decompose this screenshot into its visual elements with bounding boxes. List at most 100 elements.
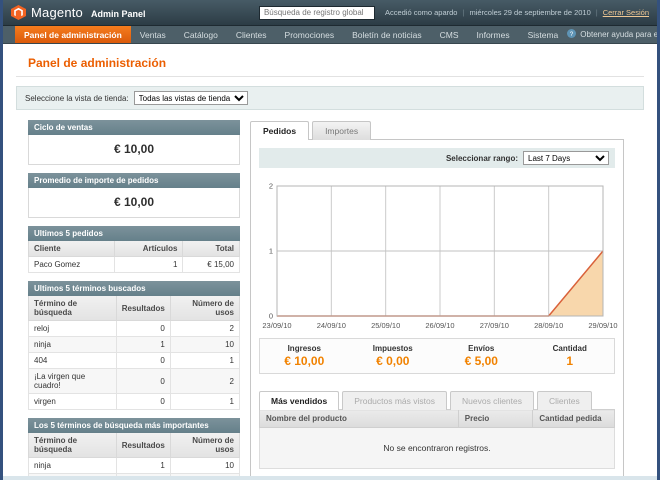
last-orders-title: Ultimos 5 pedidos — [28, 226, 240, 241]
store-switcher-bar: Seleccione la vista de tienda: Todas las… — [16, 86, 644, 110]
separator: | — [595, 8, 598, 17]
logo-subtitle: Admin Panel — [91, 8, 146, 19]
nav-item[interactable]: Sistema — [527, 29, 559, 40]
total-value: € 5,00 — [464, 354, 498, 368]
range-bar: Seleccionar rango: Last 7 Days — [259, 148, 615, 168]
column-header[interactable]: Número de usos — [169, 433, 241, 458]
svg-text:1: 1 — [269, 247, 273, 256]
nav-item[interactable]: Panel de administración — [15, 26, 131, 43]
header-user-area: Accedió como apardo | miércoles 29 de se… — [385, 8, 649, 17]
column-header[interactable]: Cliente — [28, 241, 115, 257]
table-cell: € 15,00 — [182, 256, 240, 273]
table-row: 404 0 1 — [28, 352, 241, 369]
table-cell: 1 — [169, 393, 241, 410]
table-cell: 10 — [169, 457, 241, 474]
totals-row: Ingresos € 10,00 Impuestos € 0,00 Envíos € 5,… — [259, 338, 615, 374]
average-orders-value: € 10,00 — [28, 188, 240, 218]
svg-text:0: 0 — [269, 312, 273, 321]
column-header[interactable]: Resultados — [115, 296, 171, 321]
table-cell: 1 — [115, 336, 171, 353]
nav-item[interactable]: Ventas — [139, 29, 166, 40]
main-nav: Panel de administración Ventas Catálogo Cli… — [3, 26, 657, 44]
last-search-title: Ultimos 5 términos buscados — [28, 281, 240, 296]
bottom-tab[interactable]: Más vendidos — [259, 391, 340, 410]
last-search-table: Término de búsqueda Resultados Número de… — [28, 296, 241, 410]
separator: | — [462, 8, 465, 17]
table-cell: virgen — [28, 393, 117, 410]
dashboard-total: Impuestos € 0,00 — [349, 344, 438, 368]
top-search-title: Los 5 términos de búsqueda más important… — [28, 418, 240, 433]
help-link[interactable]: ? Obtener ayuda para esta página — [567, 26, 659, 43]
page-title: Panel de administración — [28, 56, 167, 70]
table-cell: 2 — [169, 368, 241, 394]
last-orders-box: Ultimos 5 pedidos Cliente Artículos Tota… — [28, 226, 240, 273]
bottom-tabs: Más vendidos Productos más vistos Nuevos c… — [259, 390, 615, 410]
column-header[interactable]: Término de búsqueda — [28, 433, 117, 458]
store-switcher-label: Seleccione la vista de tienda: — [25, 93, 129, 103]
grid-header-row: Nombre del producto Precio Cantidad pedi… — [259, 409, 615, 428]
table-cell: 1 — [169, 352, 241, 369]
table-row: virgen 0 1 — [28, 393, 241, 410]
table-cell: 10 — [169, 336, 241, 353]
nav-item[interactable]: CMS — [439, 29, 459, 40]
nav-item[interactable]: Informes — [476, 29, 510, 40]
table-cell: 1 — [115, 457, 171, 474]
table-row: ninja 1 10 — [28, 457, 241, 474]
last-search-box: Ultimos 5 términos buscados Término de b… — [28, 281, 241, 410]
column-header[interactable]: Cantidad pedida — [532, 409, 615, 428]
orders-chart: 0 1 2 23/09/10 24/09/10 25/09/10 26/09/10 27/09… — [262, 182, 617, 331]
nav-item[interactable]: Boletín de noticias — [352, 29, 422, 40]
total-label: Envíos — [468, 344, 495, 353]
svg-text:29/09/10: 29/09/10 — [588, 321, 617, 330]
average-orders-box: Promedio de importe de pedidos € 10,00 — [28, 173, 240, 218]
total-value: € 0,00 — [376, 354, 410, 368]
bottom-tab[interactable]: Clientes — [537, 391, 592, 410]
help-label: Obtener ayuda para esta página — [580, 30, 659, 39]
average-orders-title: Promedio de importe de pedidos — [28, 173, 240, 188]
table-cell: Paco Gomez — [28, 256, 115, 273]
tab-importes[interactable]: Importes — [312, 121, 372, 140]
chart-area: 0 1 2 23/09/10 24/09/10 25/09/10 26/09/10 27/09… — [259, 168, 617, 332]
table-row: ninja 1 10 — [28, 336, 241, 353]
svg-text:24/09/10: 24/09/10 — [317, 321, 346, 330]
top-search-table: Término de búsqueda Resultados Número de… — [28, 433, 241, 480]
total-label: Cantidad — [552, 344, 587, 353]
empty-row: No se encontraron registros. — [259, 427, 615, 469]
range-select[interactable]: Last 7 Days — [523, 151, 609, 165]
logged-in-as: Accedió como apardo — [384, 8, 458, 17]
table-cell: 2 — [169, 320, 241, 337]
table-header-row: Término de búsqueda Resultados Número de… — [28, 433, 241, 458]
magento-logo: Magento Admin Panel — [11, 5, 146, 20]
store-view-select[interactable]: Todas las vistas de tienda — [133, 91, 248, 105]
column-header[interactable]: Número de usos — [169, 296, 241, 321]
table-row: Paco Gomez 1 € 15,00 — [28, 256, 240, 273]
bottom-tab[interactable]: Productos más vistos — [342, 391, 447, 410]
global-search-input[interactable] — [258, 5, 375, 20]
dashboard-total: Ingresos € 10,00 — [260, 344, 349, 368]
bottom-tab[interactable]: Nuevos clientes — [450, 391, 535, 410]
dashboard-total: Envíos € 5,00 — [437, 344, 526, 368]
nav-item[interactable]: Catálogo — [183, 29, 218, 40]
column-header[interactable]: Resultados — [115, 433, 171, 458]
table-cell: 1 — [113, 256, 184, 273]
nav-item[interactable]: Clientes — [235, 29, 267, 40]
column-header[interactable]: Artículos — [113, 241, 184, 257]
column-header[interactable]: Precio — [457, 409, 534, 428]
column-header[interactable]: Término de búsqueda — [28, 296, 117, 321]
dashboard-left-column: Ciclo de ventas € 10,00 Promedio de impo… — [28, 120, 241, 480]
title-divider — [16, 76, 644, 77]
logo-text: Magento — [31, 5, 83, 20]
tab-pedidos[interactable]: Pedidos — [250, 121, 310, 140]
table-cell: reloj — [28, 320, 117, 337]
lifetime-sales-value: € 10,00 — [28, 135, 240, 165]
column-header[interactable]: Total — [182, 241, 240, 257]
last-orders-table: Cliente Artículos Total Paco Gomez 1 € 15,… — [28, 241, 240, 273]
table-cell: ninja — [28, 457, 117, 474]
nav-item[interactable]: Promociones — [284, 29, 335, 40]
column-header[interactable]: Nombre del producto — [259, 409, 459, 428]
total-label: Impuestos — [372, 344, 413, 353]
magento-logo-icon — [11, 5, 26, 20]
logout-link[interactable]: Cerrar Sesión — [602, 8, 649, 17]
